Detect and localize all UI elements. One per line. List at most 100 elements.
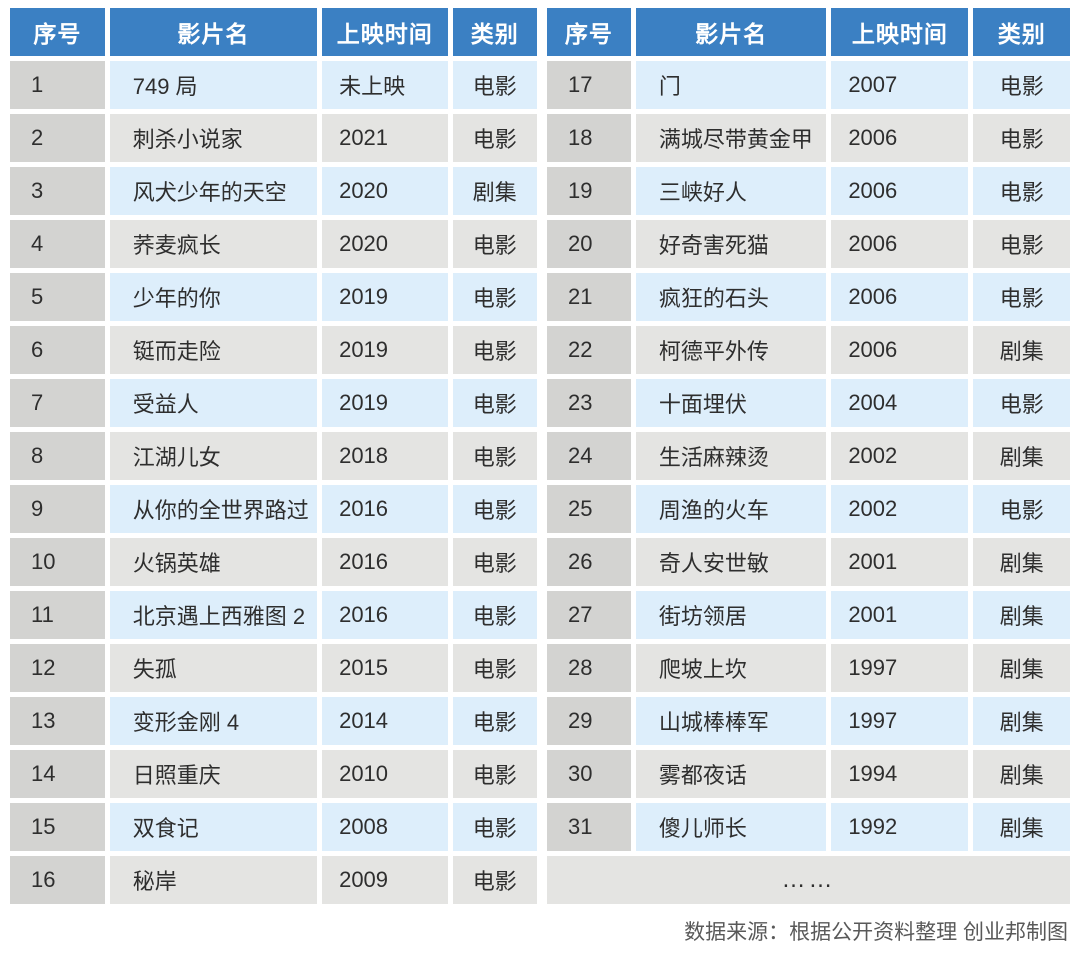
header-row: 序号 影片名 上映时间 类别 (10, 8, 537, 56)
release-year-cell: 2016 (322, 591, 448, 639)
film-title-cell: 柯德平外传 (635, 326, 827, 374)
film-title-cell: 好奇害死猫 (635, 220, 827, 268)
category-cell: 电影 (452, 220, 537, 268)
table-row: 19 三峡好人 2006 电影 (547, 167, 1070, 215)
column-header: 上映时间 (831, 8, 969, 56)
category-cell: 电影 (973, 114, 1070, 162)
category-cell: 电影 (973, 485, 1070, 533)
category-cell: 剧集 (973, 591, 1070, 639)
index-cell: 28 (547, 644, 631, 692)
index-cell: 4 (10, 220, 105, 268)
category-cell: 剧集 (973, 326, 1070, 374)
index-cell: 20 (547, 220, 631, 268)
category-cell: 剧集 (973, 697, 1070, 745)
category-cell: 电影 (973, 220, 1070, 268)
film-title-cell: 满城尽带黄金甲 (635, 114, 827, 162)
index-cell: 21 (547, 273, 631, 321)
film-tables-container: 序号 影片名 上映时间 类别 1 749 局未上映 电影 2 刺杀小说家 2021 电影 3 风犬少年… (5, 3, 1075, 909)
category-cell: 电影 (452, 273, 537, 321)
index-cell: 8 (10, 432, 105, 480)
table-row: 27 街坊领居 2001 剧集 (547, 591, 1070, 639)
release-year-cell: 2007 (831, 61, 969, 109)
table-header-left: 序号 影片名 上映时间 类别 (10, 8, 537, 56)
table-row: 25 周渔的火车 2002 电影 (547, 485, 1070, 533)
film-title-cell: 雾都夜话 (635, 750, 827, 798)
index-cell: 13 (10, 697, 105, 745)
release-year-cell: 2021 (322, 114, 448, 162)
film-table-right: 序号 影片名 上映时间 类别 17 门 2007 电影 18 满城尽带黄金甲 2006 电影 19 三峡… (542, 3, 1075, 909)
category-cell: 剧集 (452, 167, 537, 215)
category-cell: 剧集 (973, 644, 1070, 692)
table-row: 28 爬坡上坎 1997 剧集 (547, 644, 1070, 692)
release-year-cell: 2010 (322, 750, 448, 798)
ellipsis-cell: …… (547, 856, 1070, 904)
film-title-cell: 三峡好人 (635, 167, 827, 215)
film-title-cell: 秘岸 (109, 856, 318, 904)
film-title-cell: 刺杀小说家 (109, 114, 318, 162)
index-cell: 17 (547, 61, 631, 109)
index-cell: 25 (547, 485, 631, 533)
table-row: 23 十面埋伏 2004 电影 (547, 379, 1070, 427)
table-header-right: 序号 影片名 上映时间 类别 (547, 8, 1070, 56)
table-row: 8 江湖儿女 2018 电影 (10, 432, 537, 480)
release-year-cell: 2016 (322, 538, 448, 586)
release-year-cell: 2006 (831, 167, 969, 215)
film-title-cell: 日照重庆 (109, 750, 318, 798)
release-year-cell: 2009 (322, 856, 448, 904)
index-cell: 5 (10, 273, 105, 321)
film-title-cell: 受益人 (109, 379, 318, 427)
category-cell: 电影 (452, 114, 537, 162)
table-row: 5 少年的你 2019 电影 (10, 273, 537, 321)
release-year-cell: 2020 (322, 167, 448, 215)
film-title-cell: 失孤 (109, 644, 318, 692)
release-year-cell: 2019 (322, 379, 448, 427)
category-cell: 电影 (973, 273, 1070, 321)
column-header: 类别 (973, 8, 1070, 56)
film-title-cell: 江湖儿女 (109, 432, 318, 480)
film-title-cell: 山城棒棒军 (635, 697, 827, 745)
table-row: 6 铤而走险 2019 电影 (10, 326, 537, 374)
release-year-cell: 1994 (831, 750, 969, 798)
index-cell: 12 (10, 644, 105, 692)
film-title-cell: 生活麻辣烫 (635, 432, 827, 480)
index-cell: 14 (10, 750, 105, 798)
ellipsis-row: …… (547, 856, 1070, 904)
table-body-right: 17 门 2007 电影 18 满城尽带黄金甲 2006 电影 19 三峡好人 2006 电影 20 好奇… (547, 61, 1070, 904)
film-title-cell: 门 (635, 61, 827, 109)
release-year-cell: 2006 (831, 273, 969, 321)
film-title-cell: 749 局 (109, 61, 318, 109)
column-header: 影片名 (109, 8, 318, 56)
index-cell: 6 (10, 326, 105, 374)
film-title-cell: 街坊领居 (635, 591, 827, 639)
source-note: 数据来源：根据公开资料整理 创业邦制图 (684, 921, 1068, 944)
table-row: 2 刺杀小说家 2021 电影 (10, 114, 537, 162)
category-cell: 电影 (452, 326, 537, 374)
category-cell: 电影 (452, 432, 537, 480)
category-cell: 电影 (452, 697, 537, 745)
index-cell: 7 (10, 379, 105, 427)
film-title-cell: 北京遇上西雅图 2 (109, 591, 318, 639)
release-year-cell: 2006 (831, 326, 969, 374)
table-row: 15 双食记 2008 电影 (10, 803, 537, 851)
index-cell: 31 (547, 803, 631, 851)
column-header: 上映时间 (322, 8, 448, 56)
table-row: 26 奇人安世敏 2001 剧集 (547, 538, 1070, 586)
film-table-left: 序号 影片名 上映时间 类别 1 749 局未上映 电影 2 刺杀小说家 2021 电影 3 风犬少年… (5, 3, 542, 909)
table-row: 9 从你的全世界路过 2016 电影 (10, 485, 537, 533)
release-year-cell: 2006 (831, 114, 969, 162)
column-header: 影片名 (635, 8, 827, 56)
film-title-cell: 从你的全世界路过 (109, 485, 318, 533)
category-cell: 电影 (452, 750, 537, 798)
column-header: 序号 (10, 8, 105, 56)
category-cell: 电影 (973, 61, 1070, 109)
index-cell: 29 (547, 697, 631, 745)
category-cell: 剧集 (973, 750, 1070, 798)
release-year-cell: 2001 (831, 591, 969, 639)
release-year-cell: 1992 (831, 803, 969, 851)
film-title-cell: 铤而走险 (109, 326, 318, 374)
category-cell: 剧集 (973, 803, 1070, 851)
index-cell: 24 (547, 432, 631, 480)
release-year-cell: 2008 (322, 803, 448, 851)
table-body-left: 1 749 局未上映 电影 2 刺杀小说家 2021 电影 3 风犬少年的天空 2020 剧集 4 荞麦… (10, 61, 537, 904)
